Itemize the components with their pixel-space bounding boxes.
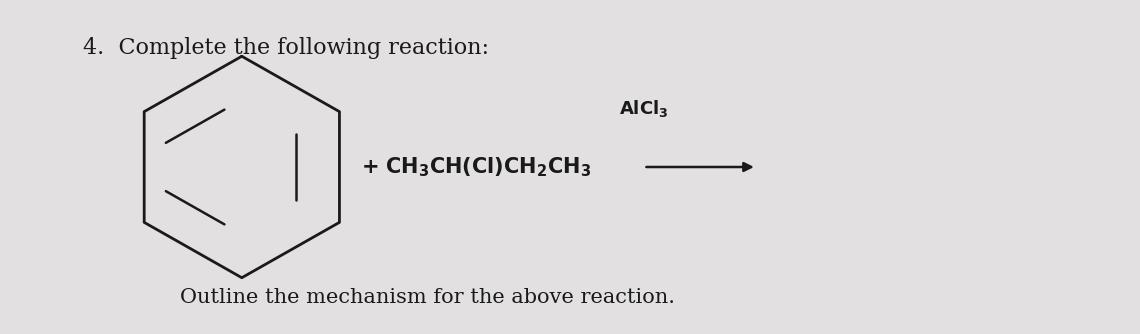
Text: Outline the mechanism for the above reaction.: Outline the mechanism for the above reac… <box>180 288 675 307</box>
Text: $\mathbf{AlCl_3}$: $\mathbf{AlCl_3}$ <box>619 98 668 119</box>
Text: 4.  Complete the following reaction:: 4. Complete the following reaction: <box>83 37 489 59</box>
Text: $\mathbf{+\ CH_3CH(Cl)CH_2CH_3}$: $\mathbf{+\ CH_3CH(Cl)CH_2CH_3}$ <box>360 155 591 179</box>
